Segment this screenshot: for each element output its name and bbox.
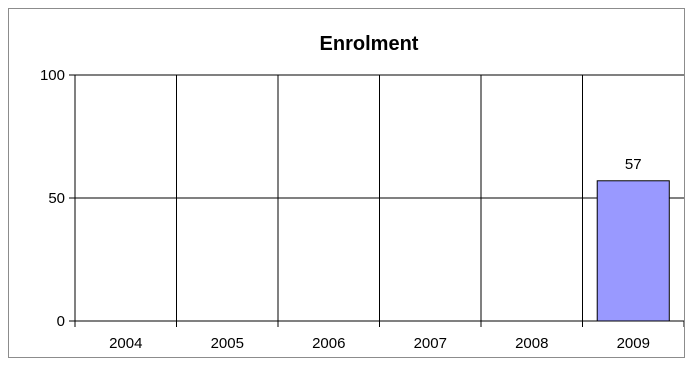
y-tick-label-100: 100	[40, 67, 65, 84]
labels: 0 50 100 2004 2005 2006 2007 2008 2009 57	[40, 67, 650, 352]
y-tick-label-0: 0	[57, 313, 65, 330]
x-tick-label-2006: 2006	[312, 335, 345, 352]
chart-title: Enrolment	[320, 33, 419, 55]
x-tick-label-2004: 2004	[109, 335, 142, 352]
x-tick-label-2005: 2005	[211, 335, 244, 352]
chart-frame: Enrolment 0 50 100 2004 2005 2006 2007 2008 2009…	[8, 8, 685, 358]
bar-2009	[596, 180, 670, 322]
data-label-2009: 57	[625, 156, 642, 173]
y-tick-label-50: 50	[48, 190, 65, 207]
enrolment-chart: Enrolment 0 50 100 2004 2005 2006 2007 2008 2009…	[40, 33, 684, 352]
grid-lines	[75, 74, 684, 321]
bars	[596, 180, 670, 322]
x-tick-label-2009: 2009	[617, 335, 650, 352]
axes	[69, 74, 684, 327]
x-tick-label-2008: 2008	[515, 335, 548, 352]
x-tick-label-2007: 2007	[414, 335, 447, 352]
